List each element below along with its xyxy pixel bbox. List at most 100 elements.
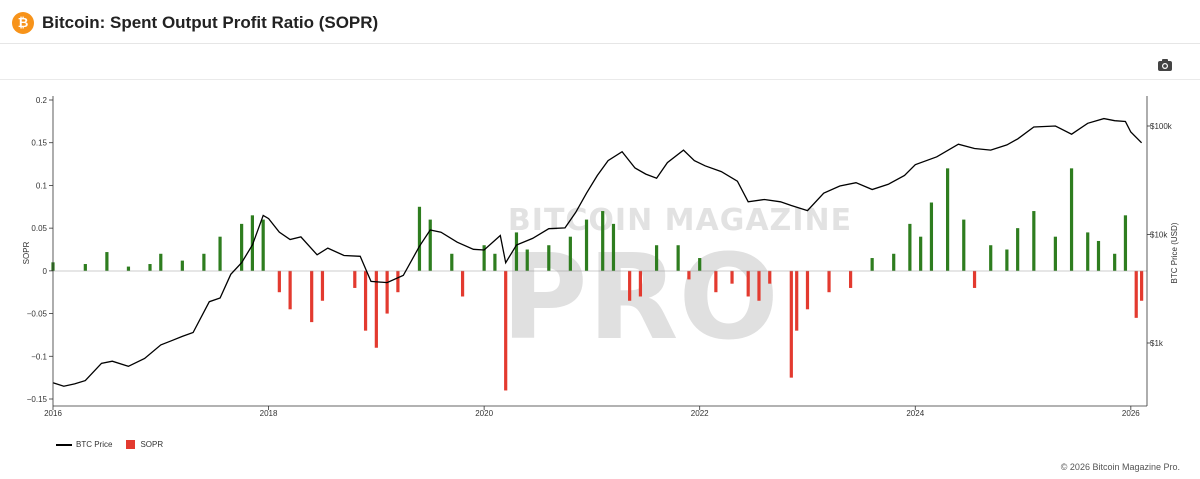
sopr-bar	[757, 270, 761, 301]
sopr-bar	[277, 270, 281, 293]
sopr-bar	[1086, 232, 1090, 271]
legend-label-btc-price: BTC Price	[76, 440, 113, 449]
sopr-bar	[504, 270, 508, 391]
chart-header: ₿ Bitcoin: Spent Output Profit Ratio (SO…	[0, 0, 1200, 44]
sopr-bar	[450, 253, 454, 271]
y-axis-label: SOPR	[22, 241, 31, 264]
sopr-bar	[638, 270, 643, 297]
sopr-bar	[827, 270, 831, 293]
sopr-bar	[218, 236, 222, 271]
y2-tick-label: $10k	[1150, 231, 1168, 240]
y2-axis-label: BTC Price (USD)	[1170, 222, 1179, 283]
sopr-bar	[929, 202, 934, 271]
sopr-bar	[1005, 249, 1009, 271]
btc-price-line	[52, 117, 1143, 387]
x-tick-label: 2016	[44, 409, 62, 418]
sopr-bar	[1113, 253, 1117, 271]
sopr-bar	[126, 266, 131, 271]
sopr-bar	[1140, 270, 1144, 301]
bitcoin-logo-icon: ₿	[12, 12, 34, 34]
sopr-bar	[288, 270, 292, 310]
sopr-bars	[51, 168, 1144, 391]
legend-item-btc-price[interactable]: BTC Price	[56, 440, 112, 449]
sopr-bar	[962, 219, 966, 271]
sopr-bar	[374, 270, 378, 348]
legend-line-marker	[56, 443, 72, 446]
sopr-bar	[525, 249, 529, 271]
sopr-bar	[148, 264, 152, 271]
sopr-bar	[989, 245, 993, 271]
sopr-bar	[180, 260, 184, 271]
sopr-bar	[482, 245, 486, 271]
chart-legend: BTC Price SOPR	[56, 440, 177, 449]
sopr-bar	[654, 245, 659, 271]
legend-label-sopr: SOPR	[140, 440, 164, 449]
sopr-bar	[805, 270, 810, 310]
sopr-bar	[611, 223, 616, 271]
y2-ticks: $1k $10k $100k	[1147, 122, 1173, 348]
sopr-bar	[105, 252, 109, 271]
watermark: BITCOIN MAGAZINE PRO	[501, 203, 851, 366]
copyright-text: © 2026 Bitcoin Magazine Pro.	[1060, 462, 1180, 472]
sopr-bar	[908, 223, 912, 271]
sopr-bar	[547, 245, 551, 271]
sopr-bar	[687, 270, 691, 280]
page-title: Bitcoin: Spent Output Profit Ratio (SOPR…	[42, 13, 379, 32]
y-tick-label: −0.1	[31, 352, 47, 361]
sopr-bar	[714, 270, 718, 293]
sopr-bar	[972, 270, 977, 288]
sopr-bar	[601, 211, 605, 271]
sopr-bar	[261, 219, 265, 271]
sopr-bar	[789, 270, 793, 378]
sopr-bar	[1053, 236, 1057, 271]
sopr-chart: BITCOIN MAGAZINE PRO 0.2 0.15 0.1 0.05 0 −0.0…	[22, 96, 1179, 418]
sopr-bar	[746, 270, 750, 297]
y-tick-label: 0.05	[31, 224, 47, 233]
sopr-bar	[568, 236, 572, 271]
y-ticks: 0.2 0.15 0.1 0.05 0 −0.05 −0.1 −0.15	[27, 96, 53, 404]
sopr-bar	[310, 270, 314, 323]
sopr-bar	[848, 270, 853, 288]
sopr-bar	[83, 264, 87, 271]
legend-item-sopr[interactable]: SOPR	[126, 440, 163, 449]
camera-icon[interactable]	[1157, 58, 1173, 72]
sopr-bar	[493, 253, 497, 271]
watermark-line2: PRO	[501, 228, 779, 366]
sopr-bar	[1123, 215, 1128, 271]
sopr-bar	[676, 245, 680, 271]
x-tick-label: 2024	[906, 409, 924, 418]
sopr-bar	[892, 253, 896, 271]
sopr-bar	[428, 219, 432, 271]
sopr-bar	[946, 168, 950, 271]
sopr-bar	[1069, 168, 1074, 271]
sopr-bar	[250, 215, 254, 271]
sopr-bar	[240, 223, 244, 271]
sopr-bar	[417, 206, 422, 271]
chart-toolbar	[0, 44, 1200, 80]
sopr-bar	[514, 232, 519, 271]
y-tick-label: −0.05	[27, 310, 48, 319]
sopr-bar	[320, 270, 325, 301]
y2-tick-label: $100k	[1150, 122, 1173, 131]
y-tick-label: 0.1	[36, 181, 48, 190]
sopr-bar	[460, 270, 465, 297]
sopr-bar	[396, 270, 400, 293]
sopr-bar	[698, 258, 702, 271]
y-tick-label: −0.15	[27, 395, 48, 404]
y2-tick-label: $1k	[1150, 339, 1164, 348]
sopr-bar	[730, 270, 734, 284]
sopr-bar	[385, 270, 389, 314]
sopr-bar	[870, 258, 874, 271]
sopr-bar	[159, 253, 163, 271]
x-tick-label: 2018	[260, 409, 278, 418]
y-tick-label: 0	[43, 267, 48, 276]
sopr-bar	[1134, 270, 1138, 318]
sopr-bar	[584, 219, 589, 271]
sopr-bar	[1096, 240, 1101, 271]
y-tick-label: 0.15	[31, 139, 47, 148]
sopr-bar	[363, 270, 368, 331]
x-tick-label: 2022	[691, 409, 709, 418]
legend-swatch-marker	[126, 440, 136, 449]
sopr-bar	[795, 270, 799, 331]
